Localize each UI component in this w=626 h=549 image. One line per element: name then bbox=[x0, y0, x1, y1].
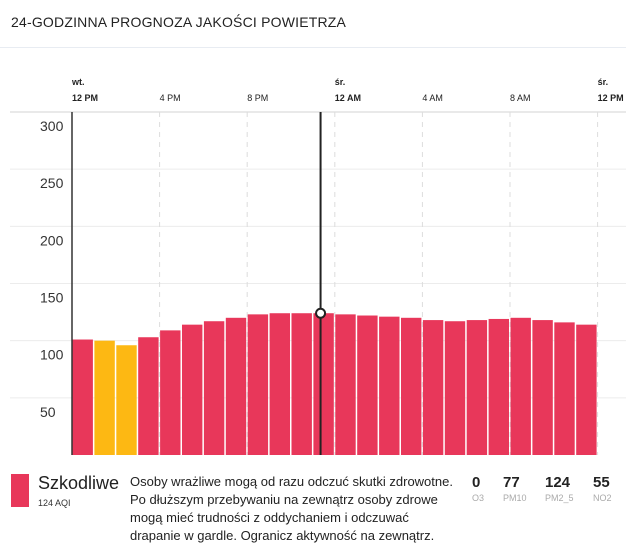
aqi-bar bbox=[576, 324, 597, 455]
x-tick-label: 12 AM bbox=[335, 93, 361, 103]
y-tick-label: 50 bbox=[40, 404, 56, 420]
pollutant-label: NO2 bbox=[593, 493, 612, 503]
x-tick-label: 4 PM bbox=[160, 93, 181, 103]
pollutant-value: 0 bbox=[472, 474, 481, 491]
aqi-bar bbox=[72, 339, 93, 455]
y-tick-label: 100 bbox=[40, 347, 64, 363]
pollutant-label: PM2_5 bbox=[545, 493, 574, 503]
x-tick-day: śr. bbox=[598, 77, 609, 87]
y-tick-label: 150 bbox=[40, 290, 64, 306]
x-tick-day: śr. bbox=[335, 77, 346, 87]
pollutant-value: 124 bbox=[545, 474, 571, 491]
y-tick-label: 300 bbox=[40, 118, 64, 134]
aqi-bar bbox=[532, 320, 553, 455]
aqi-bar bbox=[510, 317, 531, 455]
aqi-bar-chart[interactable]: 50 100 150 200 250 300 wt. 12 PM 4 PM 8 PM śr. 12 A… bbox=[0, 0, 626, 470]
pollutant-o3: 0 O3 bbox=[472, 474, 484, 503]
aqi-bar bbox=[138, 337, 159, 455]
x-tick-day: wt. bbox=[71, 77, 85, 87]
x-tick-label: 8 PM bbox=[247, 93, 268, 103]
health-description: Osoby wrażliwe mogą od razu odczuć skutk… bbox=[130, 474, 453, 543]
page-title: 24-GODZINNA PROGNOZA JAKOŚCI POWIETRZA bbox=[11, 14, 347, 30]
cursor-marker bbox=[315, 307, 327, 319]
pollutant-no2: 55 NO2 bbox=[593, 474, 612, 503]
y-tick-label: 250 bbox=[40, 175, 64, 191]
aqi-bar bbox=[554, 322, 575, 455]
pollutant-label: O3 bbox=[472, 493, 485, 503]
aqi-bar bbox=[401, 317, 422, 455]
pollutant-label: PM10 bbox=[503, 493, 527, 503]
aqi-bar bbox=[160, 330, 181, 455]
aqi-bar bbox=[291, 313, 312, 455]
aqi-bar bbox=[444, 321, 466, 455]
aqi-bar bbox=[225, 317, 247, 455]
x-tick-label: 4 AM bbox=[422, 93, 443, 103]
pollutant-value: 55 bbox=[593, 474, 610, 491]
aqi-bar bbox=[203, 321, 225, 455]
aqi-bar bbox=[466, 320, 488, 455]
aqi-bar bbox=[313, 313, 334, 455]
aqi-bar bbox=[335, 314, 356, 455]
x-tick-label: 12 PM bbox=[72, 93, 98, 103]
x-tick-label: 8 AM bbox=[510, 93, 531, 103]
category-name: Szkodliwe bbox=[38, 473, 120, 493]
divider bbox=[0, 47, 626, 48]
category-color-swatch bbox=[11, 474, 29, 507]
aqi-bar bbox=[94, 340, 115, 455]
aqi-bar bbox=[379, 316, 400, 455]
aqi-bar bbox=[116, 345, 137, 455]
pollutant-value: 77 bbox=[503, 474, 520, 491]
pollutant-pm10: 77 PM10 bbox=[503, 474, 527, 503]
aqi-bar bbox=[247, 314, 269, 455]
pollutant-pm25: 124 PM2_5 bbox=[545, 474, 574, 503]
x-tick-label: 12 PM bbox=[598, 93, 624, 103]
y-tick-label: 200 bbox=[40, 232, 64, 248]
aqi-bar bbox=[357, 315, 378, 455]
aqi-bar bbox=[488, 318, 509, 455]
aqi-value: 124 AQI bbox=[38, 498, 71, 508]
aqi-bar bbox=[422, 320, 444, 455]
aqi-bar bbox=[269, 313, 290, 455]
aqi-bar bbox=[182, 324, 203, 455]
